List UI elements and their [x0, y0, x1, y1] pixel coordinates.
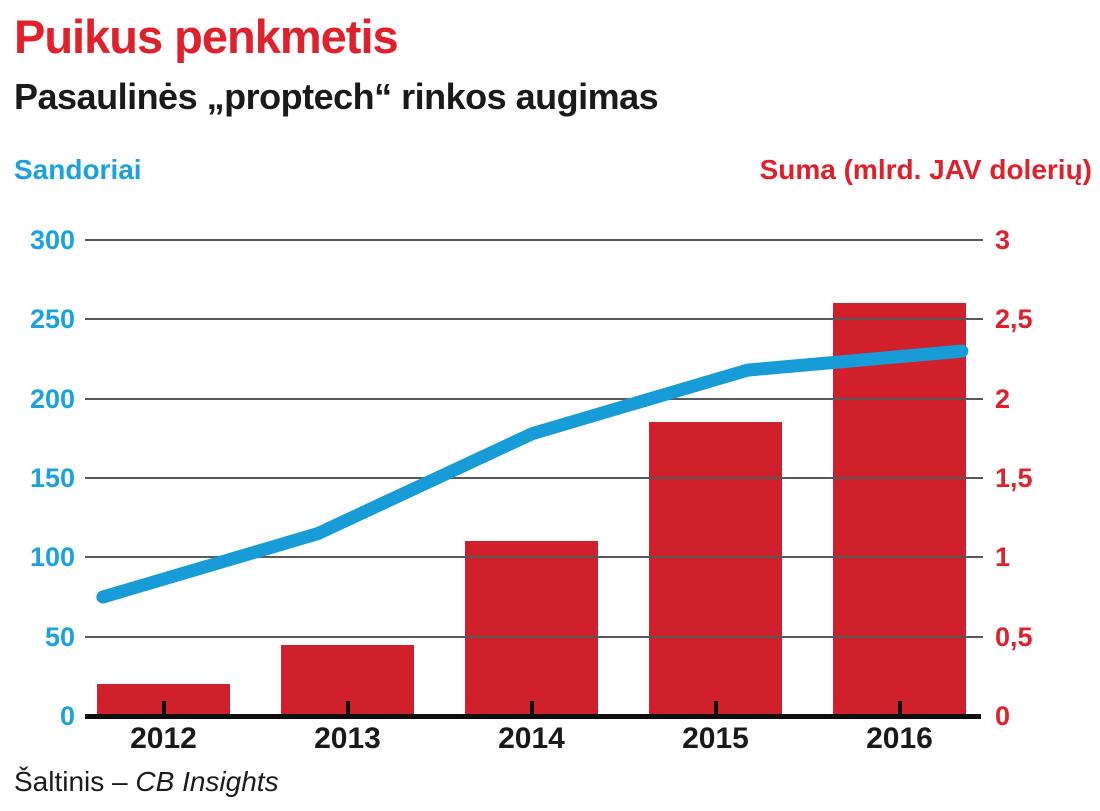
x-axis-tick [897, 701, 902, 714]
y-axis-tick-label-right: 0 [995, 701, 1011, 731]
source-name: CB Insights [135, 766, 279, 797]
x-axis-tick [713, 701, 718, 714]
y-axis-tick-label-right: 1 [995, 542, 1011, 573]
x-axis-tick [529, 701, 534, 714]
y-axis-tick-label-right: 0,5 [995, 621, 1033, 652]
x-axis-label-2014: 2014 [498, 722, 565, 755]
bar-2014 [465, 541, 598, 716]
left-axis-title: Sandoriai [14, 154, 142, 185]
x-axis-label-2016: 2016 [866, 722, 933, 755]
source-note: Šaltinis – CB Insights [14, 762, 279, 802]
y-axis-tick-label-left: 150 [29, 463, 75, 493]
chart-subtitle: Pasaulinės „proptech“ rinkos augimas [14, 76, 659, 117]
x-axis-label-2015: 2015 [682, 722, 749, 755]
y-axis-tick-label-left: 50 [44, 621, 75, 652]
x-axis-label-2013: 2013 [314, 722, 381, 755]
chart-title: Puikus penkmetis [14, 10, 399, 63]
y-axis-tick-label-right: 3 [995, 225, 1011, 255]
y-axis-tick-label-left: 250 [29, 304, 75, 335]
gridline [85, 556, 983, 559]
gridline [85, 635, 983, 638]
right-axis-title: Suma (mlrd. JAV dolerių) [759, 154, 1092, 185]
gridline [85, 397, 983, 400]
gridline [85, 239, 983, 241]
y-axis-tick-label-left: 100 [29, 542, 75, 573]
y-axis-tick-label-left: 200 [29, 383, 75, 414]
x-axis-label-2012: 2012 [130, 722, 197, 755]
y-axis-tick-label-right: 1,5 [995, 463, 1033, 493]
gridline [85, 477, 983, 479]
y-axis-tick-label-left: 0 [59, 701, 75, 731]
bar-2016 [833, 303, 966, 716]
x-axis-line [85, 714, 981, 719]
y-axis-tick-label-right: 2,5 [995, 304, 1033, 335]
source-prefix: Šaltinis – [14, 766, 136, 797]
bar-2015 [649, 422, 782, 716]
y-axis-tick-label-right: 2 [995, 383, 1011, 414]
x-axis-tick [345, 701, 350, 714]
plot-area [85, 239, 983, 719]
y-axis-tick-label-left: 300 [29, 225, 75, 255]
x-axis-tick [161, 701, 166, 714]
gridline [85, 318, 983, 321]
